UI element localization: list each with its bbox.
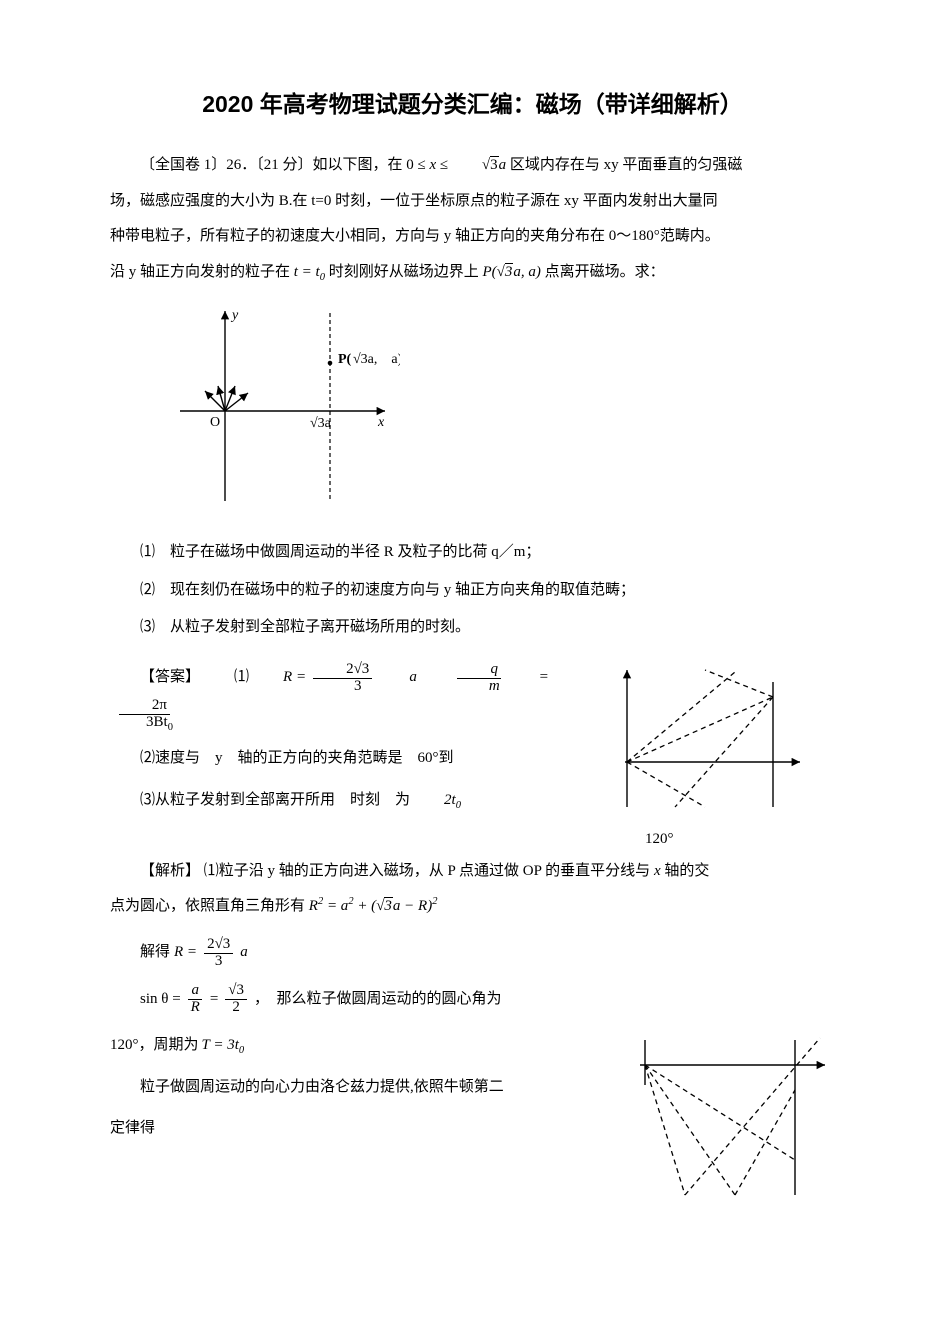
a3: ⑶从粒子发射到全部离开所用 时刻 为 bbox=[110, 785, 410, 817]
svg-text:√3a: √3a bbox=[310, 416, 332, 431]
a1-prefix: ⑴ bbox=[204, 662, 249, 694]
s2-den: 3 bbox=[212, 954, 226, 970]
eq1-sqrt: 3 bbox=[384, 897, 393, 914]
a3-val: 2t0 bbox=[414, 785, 461, 817]
intro-t-eq: t = t0 bbox=[294, 264, 325, 280]
s3-f1: a R bbox=[188, 983, 203, 1016]
eq1-lhs: R bbox=[309, 898, 318, 914]
a1-R-num: 2√3 bbox=[313, 662, 372, 679]
intro-p3a: 沿 y 轴正方向发射的粒子在 bbox=[110, 264, 290, 280]
s3-eq: = bbox=[210, 984, 218, 1016]
s2-num: 2√3 bbox=[204, 937, 233, 954]
solve-block: 120°，周期为 T = 3t0 粒子做圆周运动的向心力由洛仑兹力提供,依照牛顿… bbox=[110, 1030, 835, 1213]
answer-line-1: 【答案】 ⑴ R = 2√3 3 a q m = 2π 3Bt0 bbox=[110, 662, 591, 733]
s3-f1d: R bbox=[188, 1000, 203, 1016]
solution-line-2: 解得 R = 2√3 3 a bbox=[140, 937, 835, 970]
s2-tail: a bbox=[240, 937, 248, 969]
answer-line-2: ⑵速度与 y 轴的正方向的夹角范畴是 60°到 bbox=[110, 743, 591, 775]
svg-text:√3a, a): √3a, a) bbox=[353, 352, 400, 367]
s3-f1n: a bbox=[188, 983, 202, 1000]
intro-p3b: 时刻刚好从磁场边界上 bbox=[329, 264, 479, 280]
intro-line-3: 沿 y 轴正方向发射的粒子在 t = t0 时刻刚好从磁场边界上 P(3a, a… bbox=[110, 257, 835, 289]
s4-T: T = 3t0 bbox=[202, 1030, 245, 1062]
svg-text:x: x bbox=[377, 415, 385, 430]
s3-f2d: 2 bbox=[229, 1000, 243, 1016]
a1-R-den: 3 bbox=[321, 679, 365, 695]
solution-line-1b: 点为圆心，依照直角三角形有 R2 = a2 + (3a − R)2 bbox=[110, 891, 835, 923]
a1-R-tail: a bbox=[379, 662, 417, 694]
a1-qm2-den: 3Bt0 bbox=[113, 715, 176, 733]
solution-line-3: sin θ = a R = √3 2 ， 那么粒子做圆周运动的的圆心角为 bbox=[140, 983, 835, 1016]
q3: ⑶ 从粒子发射到全部粒子离开磁场所用的时刻。 bbox=[140, 612, 835, 644]
a1-qm-num: q bbox=[457, 662, 501, 679]
answer-block: 【答案】 ⑴ R = 2√3 3 a q m = 2π 3Bt0 ⑵速度与 y … bbox=[110, 662, 835, 856]
eq1-sup2: 2 bbox=[348, 896, 353, 907]
intro-line-2a: 场，磁感应强度的大小为 B.在 t=0 时刻，一位于坐标原点的粒子源在 xy 平… bbox=[110, 186, 835, 218]
s1b: 点为圆心，依照直角三角形有 bbox=[110, 898, 305, 914]
diagram-1: P( √3a, a) y x O √3a bbox=[170, 301, 835, 524]
solve-text: 120°，周期为 T = 3t0 粒子做圆周运动的向心力由洛仑兹力提供,依照牛顿… bbox=[110, 1030, 611, 1155]
a1-qm2-num: 2π bbox=[119, 698, 170, 715]
s2-R: R = bbox=[174, 937, 197, 969]
solution-line-6: 定律得 bbox=[110, 1113, 611, 1145]
solution-line-5: 粒子做圆周运动的向心力由洛仑兹力提供,依照牛顿第二 bbox=[110, 1072, 611, 1104]
s1a-tail: 轴的交 bbox=[664, 863, 709, 879]
eq1: R2 = a2 + (3a − R)2 bbox=[309, 898, 438, 914]
figure-2: 120° bbox=[605, 662, 835, 856]
answer-text: 【答案】 ⑴ R = 2√3 3 a q m = 2π 3Bt0 ⑵速度与 y … bbox=[110, 662, 591, 827]
a3-val-text: 2t bbox=[444, 792, 456, 808]
intro-source: 〔全国卷 1〕26．〔21 分〕如以下图，在 bbox=[140, 157, 403, 173]
a3-sub: 0 bbox=[456, 800, 461, 811]
a1-R: R = bbox=[253, 662, 306, 694]
solution-line-4: 120°，周期为 T = 3t0 bbox=[110, 1030, 611, 1062]
intro-inequality: 0 ≤ x ≤ 3a bbox=[406, 157, 506, 173]
a2-tail: 120° bbox=[605, 824, 835, 856]
q2: ⑵ 现在刻仍在磁场中的粒子的初速度方向与 y 轴正方向夹角的取值范畴； bbox=[140, 575, 835, 607]
a1-R-frac: 2√3 3 bbox=[313, 662, 372, 695]
s3-f2n: √3 bbox=[225, 983, 247, 1000]
solution-label: 【解析】 bbox=[140, 863, 200, 879]
eq1-mid: = a bbox=[327, 898, 348, 914]
s4-sub: 0 bbox=[239, 1045, 244, 1056]
a1-eq: = bbox=[510, 662, 548, 694]
s3-tail: ， 那么粒子做圆周运动的的圆心角为 bbox=[254, 984, 502, 1016]
a1-qm-den: m bbox=[456, 679, 503, 695]
s4a: 120°，周期为 bbox=[110, 1030, 199, 1062]
eq1-tail: a − R) bbox=[393, 898, 432, 914]
questions: ⑴ 粒子在磁场中做圆周运动的半径 R 及粒子的比荷 q／m； ⑵ 现在刻仍在磁场… bbox=[140, 537, 835, 644]
page-title: 2020 年高考物理试题分类汇编：磁场（带详细解析） bbox=[110, 80, 835, 128]
a1-qm2-frac: 2π 3Bt0 bbox=[113, 698, 176, 733]
s3-f2: √3 2 bbox=[225, 983, 247, 1016]
svg-text:O: O bbox=[210, 415, 220, 430]
s1a: ⑴粒子沿 y 轴的正方向进入磁场，从 P 点通过做 OP 的垂直平分线与 bbox=[204, 863, 650, 879]
intro-line-2b: 种带电粒子，所有粒子的初速度大小相同，方向与 y 轴正方向的夹角分布在 0～18… bbox=[110, 221, 835, 253]
a1-qm2-sub: 0 bbox=[168, 722, 173, 733]
answer-line-3: ⑶从粒子发射到全部离开所用 时刻 为 2t0 bbox=[110, 785, 591, 817]
svg-text:y: y bbox=[230, 308, 239, 323]
s3-sin: sin θ = bbox=[140, 984, 181, 1016]
intro-line-1: 〔全国卷 1〕26．〔21 分〕如以下图，在 0 ≤ x ≤ 3a 区域内存在与… bbox=[110, 150, 835, 182]
a1-qm-frac: q m bbox=[456, 662, 503, 695]
intro-P: P(3a, a) bbox=[483, 264, 541, 280]
a1-qm2-den-text: 3Bt bbox=[146, 714, 168, 730]
eq1-plus: + ( bbox=[357, 898, 376, 914]
a2: ⑵速度与 y 轴的正方向的夹角范畴是 60°到 bbox=[110, 743, 454, 775]
eq1-sup3: 2 bbox=[432, 896, 437, 907]
solution-line-1: 【解析】 ⑴粒子沿 y 轴的正方向进入磁场，从 P 点通过做 OP 的垂直平分线… bbox=[110, 856, 835, 888]
q1: ⑴ 粒子在磁场中做圆周运动的半径 R 及粒子的比荷 q／m； bbox=[140, 537, 835, 569]
svg-text:P(: P( bbox=[338, 352, 352, 367]
figure-3 bbox=[625, 1030, 835, 1213]
s1a-x: x bbox=[654, 863, 661, 879]
answer-label: 【答案】 bbox=[110, 662, 200, 694]
intro-p3c: 点离开磁场。求： bbox=[545, 264, 665, 280]
s2: 解得 bbox=[140, 937, 170, 969]
s4-T-text: T = 3t bbox=[202, 1037, 239, 1053]
intro-region: 区域内存在与 xy 平面垂直的匀强磁 bbox=[510, 157, 743, 173]
eq1-sup: 2 bbox=[318, 896, 323, 907]
s2-frac: 2√3 3 bbox=[204, 937, 233, 970]
